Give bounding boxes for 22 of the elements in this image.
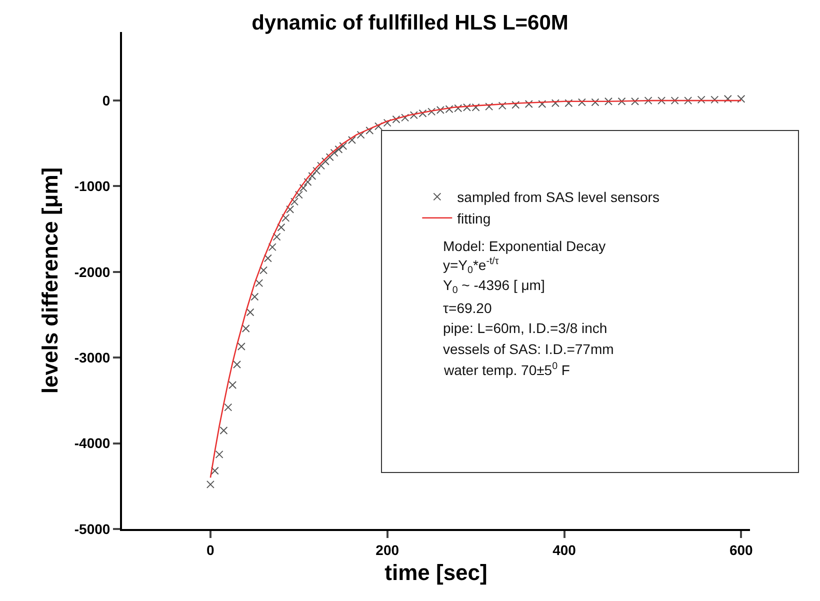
annotation: τ=69.20	[443, 300, 492, 316]
x-tick-label: 600	[729, 542, 754, 558]
annotation: Model: Exponential Decay	[443, 238, 606, 254]
annotation: vessels of SAS: I.D.=77mm	[443, 341, 614, 357]
annotation: water temp. 70±5$^{0}$ F	[443, 361, 570, 378]
y-tick-label: -5000	[74, 520, 110, 537]
chart-title: dynamic of fullfilled HLS L=60M	[252, 12, 568, 35]
y-tick-label: -1000	[74, 178, 110, 194]
x-tick-label: 400	[552, 542, 576, 558]
x-axis-title: time [sec]	[384, 560, 488, 586]
y-tick-label: 0	[102, 92, 110, 108]
y-axis-title: levels difference [μm]	[38, 167, 63, 394]
y-tick-label: -3000	[74, 350, 110, 366]
legend-label: sampled from SAS level sensors	[457, 189, 660, 206]
y-tick-label: -2000	[74, 264, 110, 280]
annotation: Y$_{0}$ ~ -4396 [ μm]	[443, 277, 545, 296]
x-tick-label: 0	[206, 542, 215, 558]
annotation: y=Y$_{0}$*e$^{-t/τ}$	[443, 256, 499, 276]
annotation: pipe: L=60m, I.D.=3/8 inch	[443, 320, 608, 336]
y-tick-label: -4000	[74, 435, 110, 452]
legend-label: fitting	[457, 210, 491, 226]
x-tick-label: 200	[376, 542, 400, 558]
